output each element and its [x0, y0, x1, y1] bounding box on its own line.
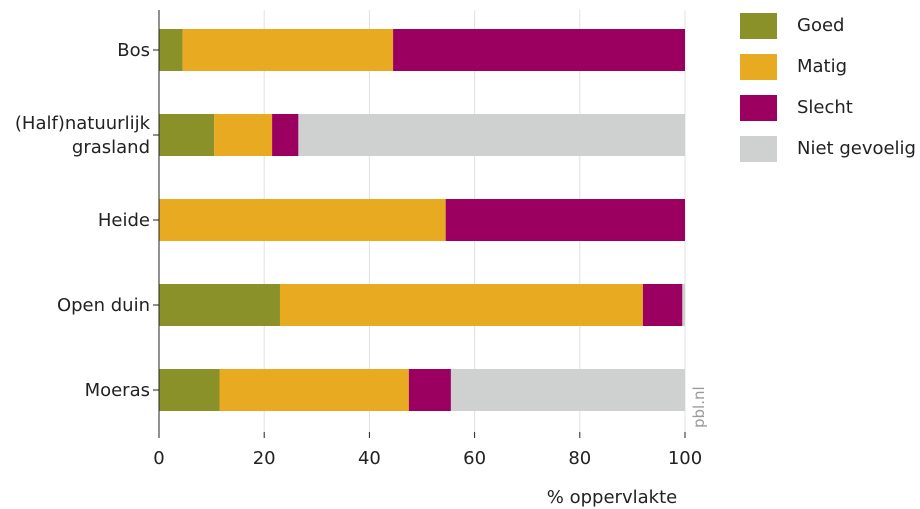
- legend-item: Slecht: [740, 87, 920, 128]
- legend-swatch: [740, 12, 777, 39]
- bar-niet-gevoelig: [298, 114, 685, 156]
- x-tick-label: 60: [463, 448, 486, 469]
- bar-matig: [159, 199, 446, 241]
- bar-slecht: [272, 114, 299, 156]
- watermark-pbl: pbl.nl: [690, 386, 708, 428]
- bar-slecht: [642, 284, 683, 326]
- legend-label: Niet gevoelig: [797, 138, 916, 159]
- legend-swatch: [740, 94, 777, 121]
- x-axis-label: % oppervlakte: [547, 487, 677, 508]
- legend-label: Slecht: [797, 97, 853, 118]
- x-tick-label: 0: [153, 448, 164, 469]
- y-tick-label: Moeras: [85, 380, 150, 401]
- bar-slecht: [408, 369, 451, 411]
- bar-slecht: [445, 199, 685, 241]
- bars: [159, 29, 685, 411]
- axes: 0 20 40 60 80 100 Bos (Half)natuurlijk grasland H…: [15, 10, 702, 469]
- y-tick-label: Bos: [117, 40, 150, 61]
- y-tick-label: Heide: [98, 210, 150, 231]
- x-tick-label: 40: [358, 448, 381, 469]
- bar-matig: [219, 369, 409, 411]
- x-tick-label: 100: [668, 448, 702, 469]
- bar-goed: [159, 284, 280, 326]
- x-tick-label: 80: [568, 448, 591, 469]
- bar-matig: [279, 284, 643, 326]
- bar-goed: [159, 29, 183, 71]
- bar-goed: [159, 369, 220, 411]
- legend-item: Goed: [740, 5, 920, 46]
- legend-label: Goed: [797, 15, 845, 36]
- legend-item: Niet gevoelig: [740, 128, 920, 169]
- bar-slecht: [393, 29, 685, 71]
- legend: Goed Matig Slecht Niet gevoelig: [740, 5, 920, 169]
- bar-niet-gevoelig: [450, 369, 685, 411]
- legend-label: Matig: [797, 56, 848, 77]
- legend-swatch: [740, 53, 777, 80]
- y-tick-label: Open duin: [57, 295, 150, 316]
- bar-goed: [159, 114, 215, 156]
- y-tick-label: (Half)natuurlijk grasland: [15, 113, 151, 158]
- bar-matig: [214, 114, 273, 156]
- bar-matig: [182, 29, 394, 71]
- x-tick-label: 20: [253, 448, 276, 469]
- legend-item: Matig: [740, 46, 920, 87]
- bar-niet-gevoelig: [682, 284, 685, 326]
- legend-swatch: [740, 135, 777, 162]
